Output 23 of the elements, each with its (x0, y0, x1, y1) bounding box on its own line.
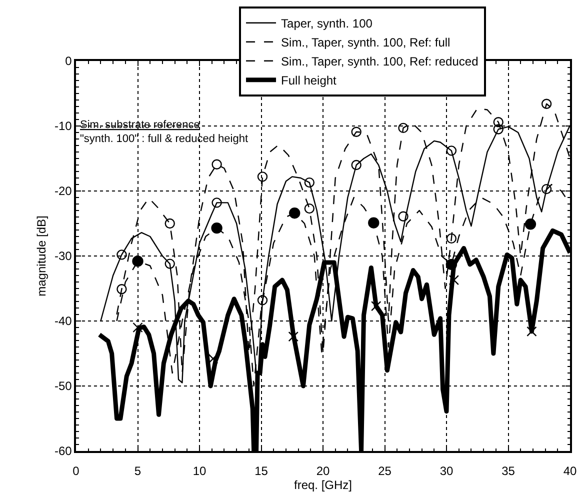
legend-label: Sim., Taper, synth. 100, Ref: reduced (281, 54, 478, 69)
y-axis-title: magnitude [dB] (34, 216, 48, 296)
x-tick-label: 25 (378, 464, 392, 478)
legend-label: Sim., Taper, synth. 100, Ref: full (281, 36, 450, 50)
legend-label: Taper, synth. 100 (281, 16, 373, 31)
y-tick-label: -50 (54, 379, 72, 394)
x-axis-title: freq. [GHz] (294, 478, 352, 492)
y-tick-label: 0 (65, 54, 72, 68)
x-tick-label: 40 (563, 464, 577, 478)
x-tick-label: 10 (192, 464, 206, 478)
y-tick-label: -60 (54, 444, 72, 458)
x-tick-label: 35 (502, 464, 516, 478)
annotation: "synth. 100" : full & reduced height (80, 133, 248, 145)
x-tick-label: 20 (316, 464, 330, 478)
y-tick-label: -10 (54, 119, 72, 134)
legend-label: Full height (281, 74, 338, 88)
annotation: Sim. substrate reference (80, 119, 200, 131)
y-tick-label: -20 (54, 184, 72, 198)
y-tick-label: -40 (54, 314, 72, 328)
x-tick-label: 15 (254, 464, 268, 478)
y-tick-label: -30 (54, 249, 72, 264)
x-tick-label: 5 (134, 464, 142, 478)
x-tick-label: 30 (440, 464, 454, 478)
